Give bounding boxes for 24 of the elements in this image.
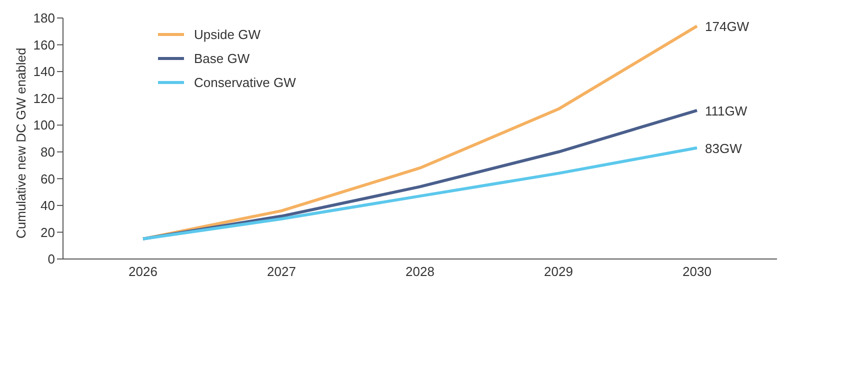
y-tick-label: 180: [33, 10, 55, 26]
data-label: 111GW: [705, 103, 748, 118]
data-label: 83GW: [705, 140, 743, 156]
y-tick-label: 60: [40, 171, 55, 186]
line-series: [142, 146, 698, 240]
legend-label: Base GW: [194, 50, 250, 66]
y-tick-label: 80: [40, 144, 55, 160]
x-tick-label: 2028: [406, 264, 434, 280]
y-tick-label: 100: [33, 118, 55, 133]
line-series: [142, 24, 698, 240]
x-tick-label: 2027: [267, 264, 296, 280]
y-tick-label: 160: [33, 37, 55, 52]
x-tick-label: 2026: [128, 264, 158, 280]
y-tick-label: 0: [48, 252, 55, 267]
y-tick-label: 120: [33, 90, 55, 106]
y-axis-title: Cumulative new DC GW enabled: [14, 48, 29, 238]
legend-label: Upside GW: [194, 26, 260, 42]
x-tick-label: 2029: [544, 264, 573, 280]
data-label: 174GW: [705, 19, 750, 34]
y-tick-label: 20: [40, 224, 55, 240]
y-tick-label: 40: [40, 198, 55, 214]
y-tick-label: 140: [33, 64, 55, 80]
x-tick-label: 2030: [682, 264, 712, 280]
legend-label: Conservative GW: [194, 74, 296, 90]
